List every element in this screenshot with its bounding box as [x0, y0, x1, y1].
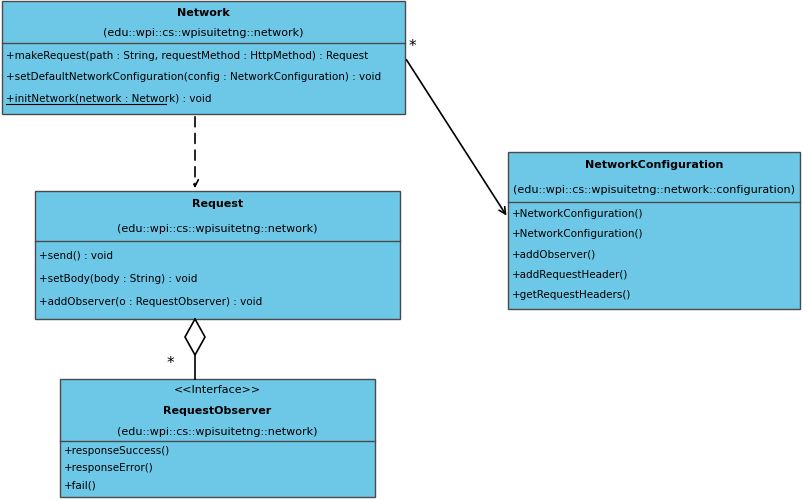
Text: +send() : void: +send() : void [39, 249, 113, 260]
Polygon shape [185, 319, 205, 355]
Bar [35, 191, 400, 319]
Text: +NetworkConfiguration(): +NetworkConfiguration() [512, 229, 643, 239]
Text: Visual Paradigm for UML Standard Edition(Worcester Polytechnic Institute): Visual Paradigm for UML Standard Edition… [2, 8, 314, 17]
Text: +setDefaultNetworkConfiguration(config : NetworkConfiguration) : void: +setDefaultNetworkConfiguration(config :… [6, 72, 381, 82]
Text: Network: Network [177, 8, 230, 18]
Text: +responseSuccess(): +responseSuccess() [64, 445, 170, 455]
Text: *: * [167, 355, 175, 370]
Text: +fail(): +fail() [64, 479, 97, 489]
Text: +responseError(): +responseError() [64, 462, 154, 472]
Text: (edu::wpi::cs::wpisuitetng::network): (edu::wpi::cs::wpisuitetng::network) [103, 29, 304, 39]
Bar [60, 379, 375, 497]
Text: RequestObserver: RequestObserver [164, 405, 272, 415]
Bar [508, 153, 800, 310]
Text: <<Interface>>: <<Interface>> [174, 385, 261, 395]
Text: +addObserver(o : RequestObserver) : void: +addObserver(o : RequestObserver) : void [39, 297, 262, 307]
Text: +addObserver(): +addObserver() [512, 249, 596, 259]
Text: +addRequestHeader(): +addRequestHeader() [512, 269, 629, 279]
Text: (edu::wpi::cs::wpisuitetng::network): (edu::wpi::cs::wpisuitetng::network) [117, 426, 318, 436]
Text: +getRequestHeaders(): +getRequestHeaders() [512, 289, 631, 299]
Text: +makeRequest(path : String, requestMethod : HttpMethod) : Request: +makeRequest(path : String, requestMetho… [6, 51, 368, 61]
Text: Request: Request [192, 199, 243, 209]
Text: *: * [409, 39, 417, 54]
Bar [2, 2, 405, 115]
Text: NetworkConfiguration: NetworkConfiguration [585, 160, 723, 170]
Text: (edu::wpi::cs::wpisuitetng::network): (edu::wpi::cs::wpisuitetng::network) [117, 224, 318, 234]
Text: +setBody(body : String) : void: +setBody(body : String) : void [39, 273, 197, 283]
Text: +NetworkConfiguration(): +NetworkConfiguration() [512, 209, 643, 218]
Text: +initNetwork(network : Network) : void: +initNetwork(network : Network) : void [6, 94, 211, 104]
Text: (edu::wpi::cs::wpisuitetng::network::configuration): (edu::wpi::cs::wpisuitetng::network::con… [513, 185, 795, 195]
